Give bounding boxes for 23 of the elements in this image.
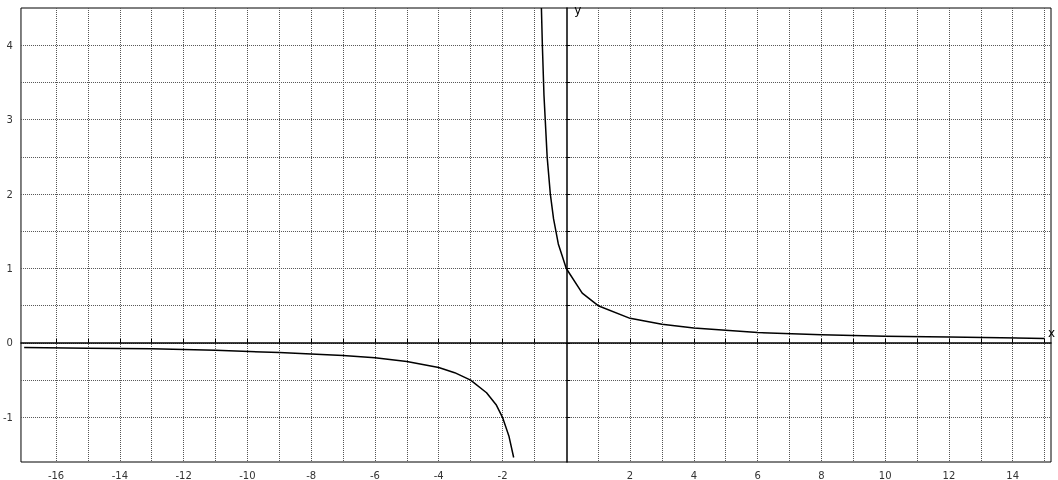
x-tick-label: 10 <box>878 469 892 480</box>
x-tick-label: 12 <box>942 469 956 480</box>
x-tick-label: -16 <box>47 469 65 480</box>
y-tick-label: 4 <box>6 39 13 51</box>
y-tick-label: 2 <box>6 188 13 200</box>
y-tick-label: -1 <box>2 411 13 423</box>
x-tick-label: -12 <box>175 469 192 480</box>
y-axis-title: y <box>574 3 582 17</box>
x-tick-label: -8 <box>306 469 317 480</box>
x-tick-label: -10 <box>239 469 256 480</box>
y-tick-label: 3 <box>6 114 13 126</box>
y-tick-label: 1 <box>6 262 13 274</box>
x-tick-label: 14 <box>1006 469 1020 480</box>
x-tick-label: -2 <box>497 469 508 480</box>
x-tick-label: -14 <box>111 469 128 480</box>
x-tick-label: -4 <box>433 469 444 480</box>
x-axis-title: x <box>1047 325 1055 340</box>
x-tick-label: 8 <box>818 469 825 480</box>
x-tick-label: -6 <box>369 469 380 480</box>
y-tick-label: 0 <box>6 337 13 349</box>
x-tick-label: 4 <box>690 469 698 480</box>
x-tick-label: 2 <box>626 469 634 480</box>
x-tick-label: 6 <box>754 469 761 480</box>
